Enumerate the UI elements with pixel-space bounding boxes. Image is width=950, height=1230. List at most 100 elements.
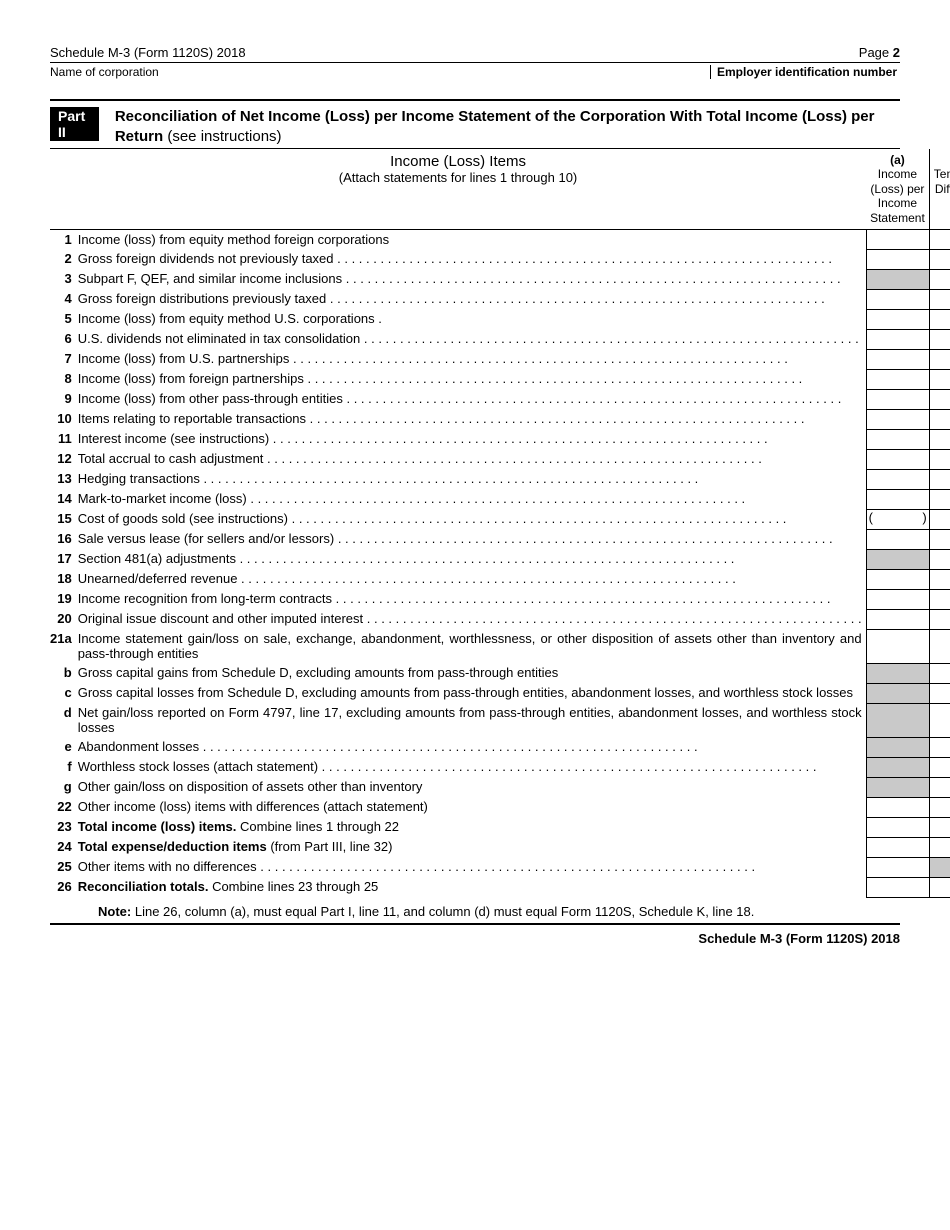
line-number: 2 [50, 249, 78, 269]
cell-5-b[interactable] [929, 309, 950, 329]
cell-20-a[interactable] [866, 609, 929, 629]
cell-24-a[interactable] [866, 837, 929, 857]
line-number: 22 [50, 797, 78, 817]
cell-20-b[interactable] [929, 609, 950, 629]
cell-2-b[interactable] [929, 249, 950, 269]
line-description: Unearned/deferred revenue [78, 569, 866, 589]
cell-16-b[interactable] [929, 529, 950, 549]
cell-22-a[interactable] [866, 797, 929, 817]
cell-b-b[interactable] [929, 663, 950, 683]
cell-25-a[interactable] [866, 857, 929, 877]
cell-8-b[interactable] [929, 369, 950, 389]
cell-c-b[interactable] [929, 683, 950, 703]
cell-b-a[interactable] [866, 663, 929, 683]
name-of-corporation-label: Name of corporation [50, 65, 159, 79]
cell-7-a[interactable] [866, 349, 929, 369]
cell-6-b[interactable] [929, 329, 950, 349]
cell-10-b[interactable] [929, 409, 950, 429]
cell-16-a[interactable] [866, 529, 929, 549]
line-description: Income statement gain/loss on sale, exch… [78, 629, 866, 663]
row-11: 11Interest income (see instructions) [50, 429, 950, 449]
cell-13-b[interactable] [929, 469, 950, 489]
line-number: 16 [50, 529, 78, 549]
cell-18-b[interactable] [929, 569, 950, 589]
cell-7-b[interactable] [929, 349, 950, 369]
line-number: 26 [50, 877, 78, 897]
cell-21a-b[interactable] [929, 629, 950, 663]
cell-2-a[interactable] [866, 249, 929, 269]
line-number: 13 [50, 469, 78, 489]
cell-17-b[interactable] [929, 549, 950, 569]
cell-1-a[interactable] [866, 229, 929, 249]
cell-5-a[interactable] [866, 309, 929, 329]
cell-11-b[interactable] [929, 429, 950, 449]
cell-d-b[interactable] [929, 703, 950, 737]
line-number: 6 [50, 329, 78, 349]
cell-11-a[interactable] [866, 429, 929, 449]
cell-15-b[interactable] [929, 509, 950, 529]
row-13: 13Hedging transactions [50, 469, 950, 489]
cell-4-b[interactable] [929, 289, 950, 309]
cell-12-b[interactable] [929, 449, 950, 469]
cell-26-a[interactable] [866, 877, 929, 897]
cell-1-b[interactable] [929, 229, 950, 249]
line-number: d [50, 703, 78, 737]
cell-f-a[interactable] [866, 757, 929, 777]
cell-10-a[interactable] [866, 409, 929, 429]
line-number: 1 [50, 229, 78, 249]
cell-f-b[interactable] [929, 757, 950, 777]
cell-23-b[interactable] [929, 817, 950, 837]
cell-13-a[interactable] [866, 469, 929, 489]
line-description: Gross capital losses from Schedule D, ex… [78, 683, 866, 703]
cell-e-a[interactable] [866, 737, 929, 757]
cell-6-a[interactable] [866, 329, 929, 349]
cell-9-b[interactable] [929, 389, 950, 409]
row-14: 14Mark-to-market income (loss) [50, 489, 950, 509]
cell-26-b[interactable] [929, 877, 950, 897]
row-23: 23Total income (loss) items. Combine lin… [50, 817, 950, 837]
row-12: 12Total accrual to cash adjustment [50, 449, 950, 469]
cell-8-a[interactable] [866, 369, 929, 389]
cell-18-a[interactable] [866, 569, 929, 589]
row-8: 8Income (loss) from foreign partnerships [50, 369, 950, 389]
cell-12-a[interactable] [866, 449, 929, 469]
line-description: Other gain/loss on disposition of assets… [78, 777, 866, 797]
line-description: Reconciliation totals. Combine lines 23 … [78, 877, 866, 897]
line-description: Gross capital gains from Schedule D, exc… [78, 663, 866, 683]
cell-d-a[interactable] [866, 703, 929, 737]
cell-4-a[interactable] [866, 289, 929, 309]
top-bar: Schedule M-3 (Form 1120S) 2018 Page 2 [50, 45, 900, 63]
form-title: Schedule M-3 (Form 1120S) 2018 [50, 45, 246, 60]
row-3: 3Subpart F, QEF, and similar income incl… [50, 269, 950, 289]
line-description: Hedging transactions [78, 469, 866, 489]
line-description: Interest income (see instructions) [78, 429, 866, 449]
line-number: 18 [50, 569, 78, 589]
cell-22-b[interactable] [929, 797, 950, 817]
row-b: bGross capital gains from Schedule D, ex… [50, 663, 950, 683]
cell-19-b[interactable] [929, 589, 950, 609]
cell-e-b[interactable] [929, 737, 950, 757]
line-description: Income (loss) from equity method U.S. co… [78, 309, 866, 329]
cell-21a-a[interactable] [866, 629, 929, 663]
cell-3-b[interactable] [929, 269, 950, 289]
line-number: 12 [50, 449, 78, 469]
cell-c-a[interactable] [866, 683, 929, 703]
cell-3-a[interactable] [866, 269, 929, 289]
row-4: 4Gross foreign distributions previously … [50, 289, 950, 309]
row-6: 6U.S. dividends not eliminated in tax co… [50, 329, 950, 349]
cell-14-a[interactable] [866, 489, 929, 509]
cell-19-a[interactable] [866, 589, 929, 609]
cell-25-b[interactable] [929, 857, 950, 877]
cell-14-b[interactable] [929, 489, 950, 509]
row-18: 18Unearned/deferred revenue [50, 569, 950, 589]
cell-g-b[interactable] [929, 777, 950, 797]
cell-23-a[interactable] [866, 817, 929, 837]
cell-g-a[interactable] [866, 777, 929, 797]
cell-9-a[interactable] [866, 389, 929, 409]
cell-24-b[interactable] [929, 837, 950, 857]
line-description: Section 481(a) adjustments [78, 549, 866, 569]
cell-15-a[interactable]: () [866, 509, 929, 529]
cell-17-a[interactable] [866, 549, 929, 569]
line-number: 7 [50, 349, 78, 369]
row-g: gOther gain/loss on disposition of asset… [50, 777, 950, 797]
